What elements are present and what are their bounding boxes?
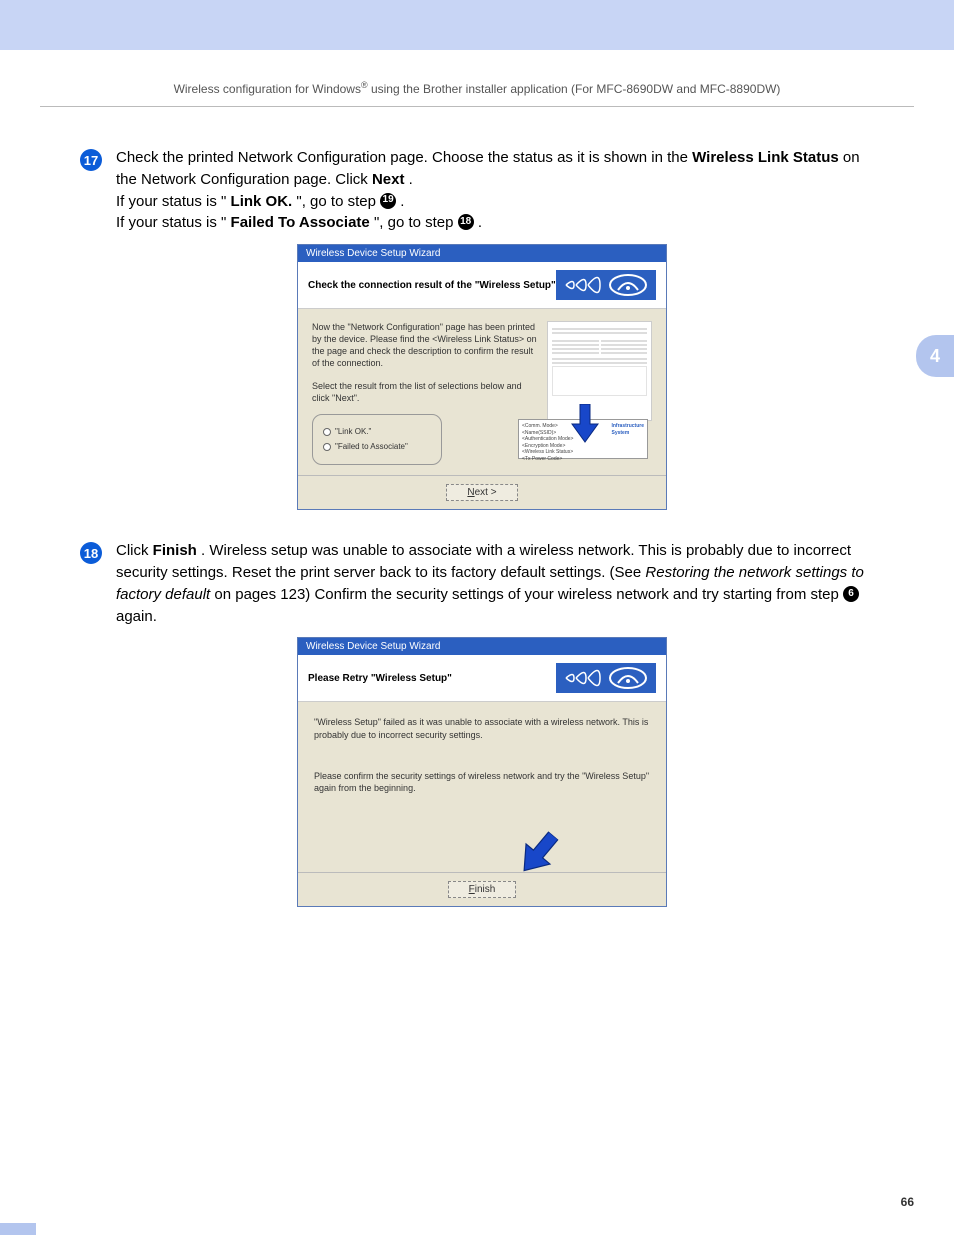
wifi-logo-icon bbox=[556, 663, 656, 693]
next-button-underline: N bbox=[467, 487, 474, 498]
zoom-right: Infrastructure System bbox=[611, 423, 644, 462]
s17-t1a: Check the printed Network Configuration … bbox=[116, 149, 692, 166]
s18-t5: on pages 123) Confirm the security setti… bbox=[214, 586, 843, 603]
step-18: 18 Click Finish . Wireless setup was una… bbox=[80, 540, 884, 627]
step-ref-19: 19 bbox=[380, 193, 396, 209]
page-header: Wireless configuration for Windows® usin… bbox=[0, 80, 954, 96]
wizard1-footer: Next > bbox=[298, 475, 666, 509]
wizard1-p1: Now the "Network Configuration" page has… bbox=[312, 321, 539, 370]
wizard1-body: Now the "Network Configuration" page has… bbox=[298, 309, 666, 475]
chapter-tab: 4 bbox=[916, 335, 954, 377]
s18-t2: Finish bbox=[153, 542, 197, 559]
registered-mark: ® bbox=[361, 80, 368, 90]
s17-t2a: If your status is " bbox=[116, 193, 226, 210]
header-text-b: using the Brother installer application … bbox=[368, 82, 781, 96]
wizard1-radio-group: "Link OK." "Failed to Associate" bbox=[312, 414, 442, 466]
top-bar bbox=[0, 0, 954, 50]
radio-link-ok-label: "Link OK." bbox=[335, 427, 371, 438]
s17-t2d: . bbox=[400, 193, 404, 210]
wizard2-window: Wireless Device Setup Wizard Please Retr… bbox=[297, 637, 667, 907]
next-button-rest: ext > bbox=[475, 487, 497, 498]
s18-t6: again. bbox=[116, 608, 157, 625]
s17-t1b: Wireless Link Status bbox=[692, 149, 839, 166]
wizard1-header-text: Check the connection result of the "Wire… bbox=[308, 279, 556, 292]
zl6: <Tx Power Code> bbox=[522, 456, 607, 463]
wizard2-titlebar: Wireless Device Setup Wizard bbox=[298, 638, 666, 655]
s17-t3a: If your status is " bbox=[116, 214, 226, 231]
s17-t1d: Next bbox=[372, 171, 405, 188]
s17-t3b: Failed To Associate bbox=[231, 214, 370, 231]
page-number: 66 bbox=[901, 1195, 914, 1209]
s17-t2c: ", go to step bbox=[296, 193, 380, 210]
step-number-badge: 17 bbox=[80, 149, 102, 171]
corner-accent bbox=[0, 1223, 36, 1235]
s18-t1: Click bbox=[116, 542, 153, 559]
wizard2-wrap: Wireless Device Setup Wizard Please Retr… bbox=[80, 637, 884, 907]
radio-icon bbox=[323, 428, 331, 436]
header-text-a: Wireless configuration for Windows bbox=[174, 82, 361, 96]
wizard2-p1: "Wireless Setup" failed as it was unable… bbox=[314, 716, 650, 741]
step-18-body: Click Finish . Wireless setup was unable… bbox=[116, 540, 884, 627]
wizard2-p2: Please confirm the security settings of … bbox=[314, 770, 650, 795]
wizard2-header-text: Please Retry "Wireless Setup" bbox=[308, 672, 556, 685]
wifi-logo-icon bbox=[556, 270, 656, 300]
next-button[interactable]: Next > bbox=[446, 484, 517, 501]
wizard1-wrap: Wireless Device Setup Wizard Check the c… bbox=[80, 244, 884, 510]
radio-link-ok[interactable]: "Link OK." bbox=[323, 427, 431, 438]
header-divider bbox=[40, 106, 914, 107]
s17-t2b: Link OK. bbox=[231, 193, 293, 210]
wizard1-titlebar: Wireless Device Setup Wizard bbox=[298, 245, 666, 262]
radio-failed-label: "Failed to Associate" bbox=[335, 442, 408, 453]
s17-t3c: ", go to step bbox=[374, 214, 458, 231]
radio-failed[interactable]: "Failed to Associate" bbox=[323, 442, 431, 453]
wizard1-window: Wireless Device Setup Wizard Check the c… bbox=[297, 244, 667, 510]
wizard2-header: Please Retry "Wireless Setup" bbox=[298, 655, 666, 702]
radio-icon bbox=[323, 443, 331, 451]
finish-button[interactable]: Finish bbox=[448, 881, 517, 898]
s17-t3d: . bbox=[478, 214, 482, 231]
s17-t1e: . bbox=[409, 171, 413, 188]
step-17: 17 Check the printed Network Configurati… bbox=[80, 147, 884, 234]
step-17-body: Check the printed Network Configuration … bbox=[116, 147, 884, 234]
step-ref-6: 6 bbox=[843, 586, 859, 602]
wizard2-footer: Finish bbox=[298, 872, 666, 906]
finish-button-rest: inish bbox=[475, 884, 496, 895]
main-content: 17 Check the printed Network Configurati… bbox=[0, 147, 954, 907]
wizard1-p2: Select the result from the list of selec… bbox=[312, 380, 539, 404]
wizard2-body: "Wireless Setup" failed as it was unable… bbox=[298, 702, 666, 872]
step-number-badge: 18 bbox=[80, 542, 102, 564]
wizard1-left: Now the "Network Configuration" page has… bbox=[312, 321, 539, 465]
wizard1-header: Check the connection result of the "Wire… bbox=[298, 262, 666, 309]
step-ref-18: 18 bbox=[458, 214, 474, 230]
arrow-icon bbox=[570, 404, 600, 444]
